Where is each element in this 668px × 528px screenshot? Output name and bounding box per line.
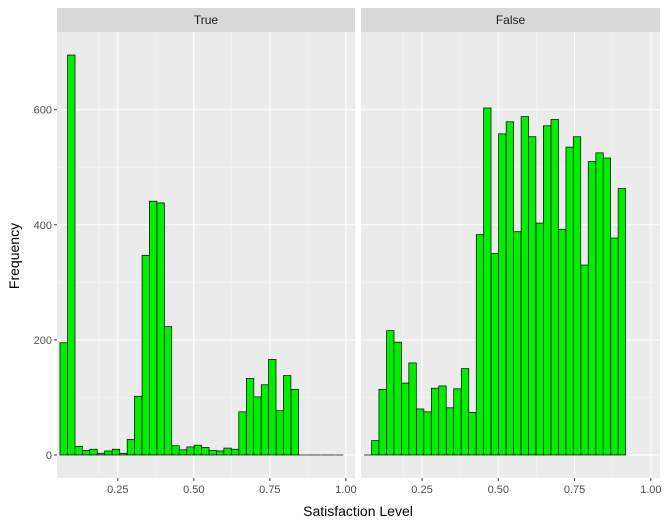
histogram-bar (119, 452, 128, 456)
histogram-bar (171, 445, 180, 456)
y-axis-title: Frequency (6, 223, 22, 289)
histogram-bar (156, 202, 165, 456)
histogram-bar (520, 116, 529, 456)
histogram-bar (528, 136, 537, 456)
histogram-bar (111, 448, 121, 456)
histogram-bar (543, 125, 552, 456)
histogram-bar (580, 264, 589, 456)
panel-background (57, 32, 355, 478)
histogram-bar (223, 447, 232, 456)
histogram-bar (393, 341, 402, 456)
histogram-bar (565, 146, 574, 456)
histogram-bar (446, 407, 455, 456)
histogram-bar (67, 54, 76, 456)
histogram-bar (260, 384, 270, 456)
histogram-bar (97, 452, 106, 456)
histogram-bar (253, 396, 262, 456)
x-axis: 0.25 0.50 0.75 1.00 0.25 0.50 0.75 1.00 (107, 478, 662, 496)
histogram-bar (460, 368, 470, 456)
histogram-bar (572, 136, 582, 456)
histogram-bar (483, 107, 492, 456)
x-tick-label: 0.75 (564, 484, 585, 496)
histogram-bar (557, 229, 567, 456)
histogram-bar (595, 152, 604, 456)
histogram-bar (163, 326, 173, 456)
histogram-bar (408, 362, 417, 456)
histogram-bar (416, 408, 425, 456)
histogram-bar (290, 389, 299, 456)
facet-strip (57, 8, 355, 32)
histogram-bar (468, 412, 477, 456)
x-tick-label: 0.75 (259, 484, 280, 496)
histogram-bar (186, 446, 195, 456)
facet-strip (361, 8, 660, 32)
y-tick-label: 200 (34, 335, 52, 347)
histogram-bar (453, 388, 462, 456)
facet-panel-false: False (361, 8, 660, 478)
histogram-bar (246, 378, 255, 456)
histogram-bar (231, 448, 240, 456)
histogram-bar (238, 411, 247, 456)
y-tick-label: 0 (46, 450, 52, 462)
histogram-bar (401, 382, 410, 456)
histogram-bar (475, 234, 485, 456)
histogram-bar (505, 121, 514, 456)
x-tick-label: 1.00 (640, 484, 661, 496)
histogram-bar (513, 231, 522, 456)
histogram-bar (149, 200, 158, 456)
x-tick-label: 0.25 (107, 484, 128, 496)
x-tick-label: 0.25 (411, 484, 432, 496)
histogram-bar (587, 161, 597, 456)
histogram-bars (363, 107, 626, 456)
histogram-bar (438, 385, 447, 456)
y-axis: 0 200 400 600 (34, 105, 57, 462)
y-tick-label: 400 (34, 220, 52, 232)
histogram-bar (126, 439, 135, 456)
y-tick-label: 600 (34, 105, 52, 117)
histogram-bar (371, 440, 380, 456)
histogram-bar (134, 395, 143, 456)
x-tick-label: 0.50 (488, 484, 509, 496)
histogram-bar (617, 188, 626, 456)
histogram-bar (386, 330, 395, 456)
facet-strip-label: True (194, 13, 219, 27)
histogram-bar (104, 450, 113, 456)
facet-panel-true: True (57, 8, 355, 478)
histogram-bars (59, 54, 344, 456)
histogram-bar (59, 342, 68, 456)
histogram-bar (535, 222, 544, 456)
histogram-bar (193, 444, 202, 456)
histogram-bar (610, 237, 619, 456)
histogram-bar (89, 448, 98, 456)
histogram-bar (275, 410, 284, 456)
panels-layer: True False (57, 8, 660, 478)
facet-strip-label: False (496, 13, 526, 27)
histogram-bar (208, 450, 217, 456)
histogram-bar (423, 411, 432, 456)
histogram-bar (216, 450, 225, 456)
histogram-bar (178, 449, 187, 456)
x-axis-title: Satisfaction Level (303, 503, 413, 519)
histogram-bar (602, 157, 611, 456)
histogram-bar (498, 133, 507, 456)
x-tick-label: 0.50 (183, 484, 204, 496)
histogram-bar (82, 450, 91, 456)
histogram-bar (490, 253, 500, 456)
x-tick-label: 1.00 (335, 484, 356, 496)
histogram-bar (378, 389, 387, 456)
histogram-bar (141, 254, 150, 456)
histogram-bar (431, 387, 440, 456)
histogram-bar (201, 447, 210, 456)
histogram-bar (268, 359, 277, 456)
histogram-bar (283, 375, 292, 456)
histogram-bar (550, 119, 559, 456)
histogram-bar (74, 445, 83, 456)
